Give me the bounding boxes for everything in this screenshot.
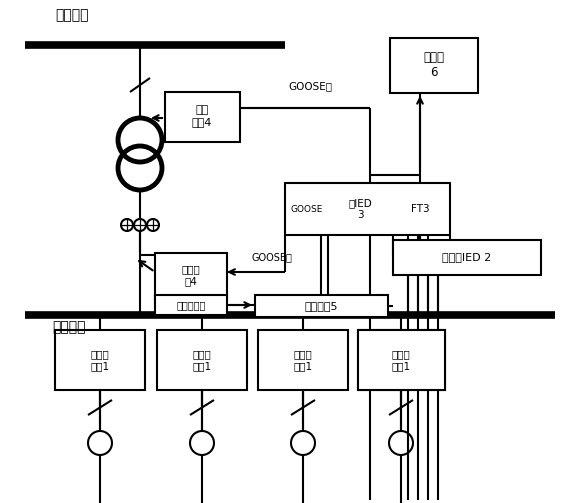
Text: 弧光传
感器1: 弧光传 感器1 [91, 349, 109, 371]
Text: 弧光传
感器1: 弧光传 感器1 [391, 349, 411, 371]
Text: 传感器IED 2: 传感器IED 2 [442, 252, 492, 262]
Text: 低压母线: 低压母线 [52, 320, 86, 334]
Bar [165, 92, 240, 142]
Bar [155, 253, 227, 298]
Text: GOOSE: GOOSE [291, 205, 323, 213]
Text: GOOSE跳: GOOSE跳 [288, 81, 332, 91]
Bar [155, 295, 227, 315]
Bar [157, 330, 247, 390]
Text: 主IED
3: 主IED 3 [348, 198, 372, 220]
Text: 智能
终端4: 智能 终端4 [192, 105, 212, 127]
Bar [258, 330, 348, 390]
Bar [358, 330, 445, 390]
Bar [285, 183, 450, 235]
Bar [255, 295, 388, 317]
Text: 站控层
6: 站控层 6 [424, 51, 445, 79]
Bar [390, 38, 478, 93]
Bar [358, 330, 445, 390]
Bar [55, 330, 145, 390]
Text: 合并单元5: 合并单元5 [304, 301, 338, 311]
Text: 高压母线: 高压母线 [55, 8, 88, 22]
Text: FT3: FT3 [411, 204, 429, 214]
Bar [393, 240, 541, 275]
Text: 弧光传感器: 弧光传感器 [176, 300, 206, 310]
Text: 弧光传
感器1: 弧光传 感器1 [192, 349, 211, 371]
Text: 弧光传
感器1: 弧光传 感器1 [294, 349, 312, 371]
Text: 智能终
端4: 智能终 端4 [181, 264, 200, 286]
Text: GOOSE跳: GOOSE跳 [252, 252, 293, 262]
